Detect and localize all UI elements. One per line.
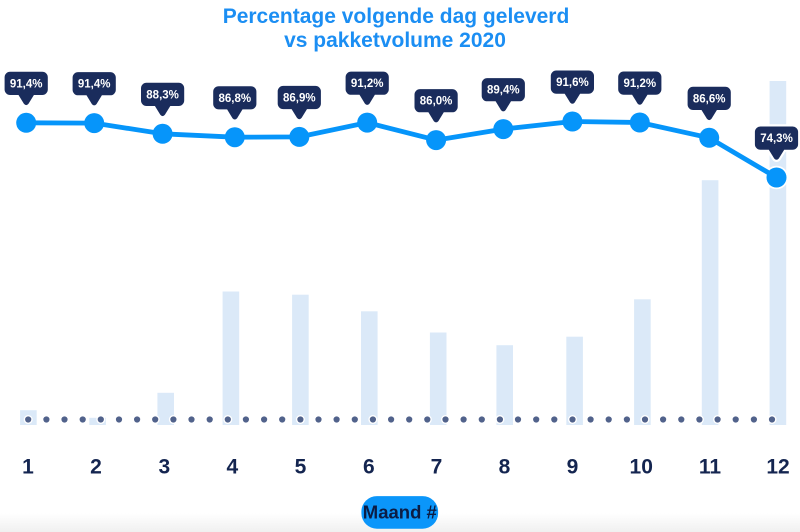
svg-text:3: 3: [158, 456, 170, 479]
svg-text:89,4%: 89,4%: [487, 85, 520, 97]
svg-text:91,4%: 91,4%: [10, 78, 43, 90]
svg-text:2: 2: [90, 456, 102, 479]
svg-text:86,6%: 86,6%: [693, 93, 726, 105]
svg-text:Percentage volgende dag geleve: Percentage volgende dag geleverd: [223, 5, 570, 28]
svg-text:12: 12: [766, 456, 789, 479]
svg-text:86,9%: 86,9%: [283, 93, 316, 105]
svg-text:1: 1: [22, 456, 34, 479]
svg-text:91,6%: 91,6%: [556, 77, 589, 89]
svg-text:11: 11: [699, 456, 722, 479]
svg-text:10: 10: [630, 456, 653, 479]
svg-text:Maand #: Maand #: [363, 501, 437, 522]
svg-text:vs pakketvolume 2020: vs pakketvolume 2020: [284, 29, 506, 52]
svg-text:5: 5: [295, 456, 307, 479]
svg-text:91,2%: 91,2%: [351, 78, 384, 90]
svg-text:7: 7: [431, 456, 443, 479]
svg-text:74,3%: 74,3%: [760, 133, 793, 145]
svg-text:91,2%: 91,2%: [623, 78, 656, 90]
svg-text:86,0%: 86,0%: [420, 96, 453, 108]
svg-text:6: 6: [363, 456, 375, 479]
svg-text:4: 4: [226, 456, 238, 479]
svg-text:9: 9: [567, 456, 579, 479]
svg-text:88,3%: 88,3%: [146, 89, 179, 101]
svg-text:91,4%: 91,4%: [78, 79, 111, 91]
svg-text:86,8%: 86,8%: [218, 93, 251, 105]
svg-text:8: 8: [499, 456, 511, 479]
